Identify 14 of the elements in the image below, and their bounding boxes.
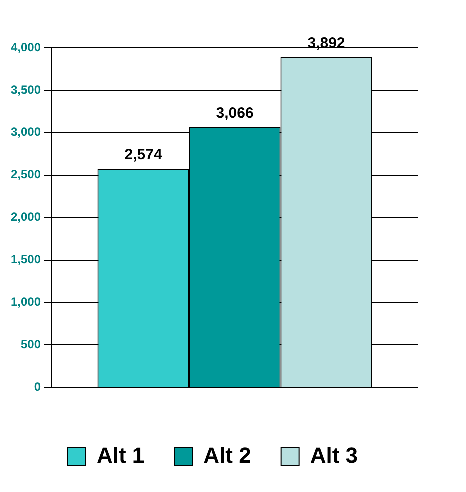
- y-tick-label: 2,500: [11, 168, 42, 182]
- data-label: 3,066: [216, 104, 254, 122]
- legend-label: Alt 3: [310, 443, 358, 468]
- y-tick-label: 2,000: [11, 210, 42, 224]
- y-tick-label: 3,000: [11, 125, 42, 140]
- data-label: 2,574: [124, 146, 163, 164]
- y-tick-label: 4,000: [11, 40, 42, 54]
- legend-label: Alt 1: [96, 443, 145, 468]
- legend-label: Alt 2: [204, 443, 252, 468]
- y-tick-label: 3,500: [11, 82, 42, 97]
- y-tick-label: 0: [34, 380, 42, 394]
- y-tick-label: 1,000: [11, 295, 42, 310]
- y-tick-label: 500: [21, 337, 42, 352]
- y-tick-label: 1,500: [11, 252, 42, 267]
